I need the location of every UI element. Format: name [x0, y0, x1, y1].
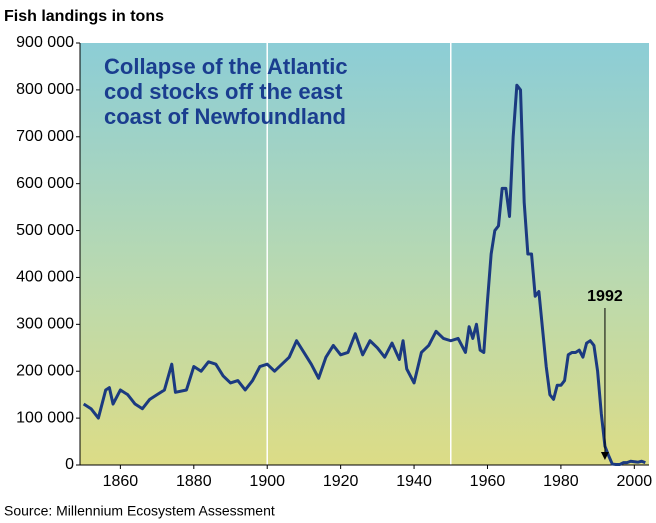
- y-tick-label: 0: [65, 456, 74, 473]
- x-tick-label: 1880: [176, 473, 212, 490]
- annotation: Collapse of the Atlantic cod stocks off …: [104, 54, 348, 129]
- y-tick-label: 900 000: [16, 34, 74, 51]
- y-tick-label: 500 000: [16, 222, 74, 239]
- y-tick-label: 800 000: [16, 81, 74, 98]
- x-tick-label: 2000: [617, 473, 653, 490]
- y-tick-label: 200 000: [16, 362, 74, 379]
- y-tick-label: 600 000: [16, 175, 74, 192]
- y-tick-label: 400 000: [16, 269, 74, 286]
- y-tick-label: 700 000: [16, 128, 74, 145]
- x-tick-label: 1980: [543, 473, 579, 490]
- data-line: [82, 83, 646, 467]
- x-tick-label: 1920: [323, 473, 359, 490]
- source: Source: Millennium Ecosystem Assessment: [4, 503, 275, 519]
- x-tick-label: 1900: [249, 473, 285, 490]
- x-tick-label: 1860: [103, 473, 139, 490]
- y-tick-label: 300 000: [16, 316, 74, 333]
- marker-label: 1992: [587, 288, 623, 305]
- y-axis-label: Fish landings in tons: [4, 8, 164, 25]
- y-tick-label: 100 000: [16, 409, 74, 426]
- marker-arrowhead: [600, 452, 609, 460]
- x-tick-label: 1960: [470, 473, 506, 490]
- x-tick-label: 1940: [396, 473, 432, 490]
